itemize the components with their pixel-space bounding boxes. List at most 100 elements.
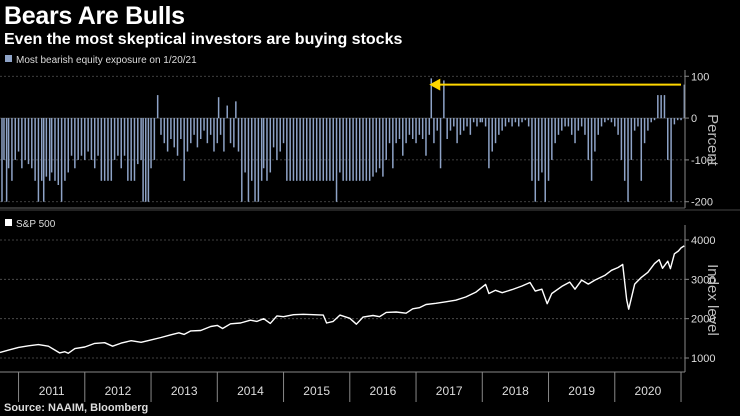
bar — [418, 118, 421, 135]
bar — [614, 118, 616, 127]
bar — [90, 118, 93, 160]
yellow-arrow-annotation — [429, 78, 682, 91]
bottom-y-axis-title: Index level — [704, 264, 721, 336]
bar — [683, 84, 686, 119]
x-tick-label: 2020 — [635, 384, 662, 398]
legend-swatch-sp500 — [5, 219, 12, 226]
bar — [667, 118, 669, 160]
bar — [176, 118, 179, 156]
bar — [142, 118, 144, 202]
bar — [247, 118, 250, 202]
bar — [430, 78, 433, 119]
bar — [395, 118, 397, 144]
bar — [660, 95, 662, 119]
bar — [527, 118, 530, 127]
bar — [402, 118, 404, 156]
bar — [657, 95, 659, 119]
source-note: Source: NAAIM, Bloomberg — [4, 402, 149, 414]
bar — [508, 118, 510, 123]
bar — [456, 118, 458, 144]
bar — [183, 118, 185, 181]
top-y-axis-title: Percent — [704, 114, 721, 167]
bar — [237, 118, 240, 152]
bar — [415, 118, 417, 144]
bar — [676, 118, 679, 121]
bar — [607, 118, 609, 121]
bar — [567, 118, 570, 127]
x-tick-label: 2016 — [370, 384, 397, 398]
bar — [196, 118, 199, 148]
bar — [537, 118, 540, 181]
bar — [388, 118, 391, 144]
bar — [199, 118, 202, 139]
bar — [481, 118, 484, 123]
bar — [107, 118, 109, 181]
bar — [64, 118, 66, 181]
bar — [600, 118, 603, 127]
bar — [147, 118, 150, 202]
bar — [521, 118, 523, 123]
bar — [219, 118, 222, 135]
bar — [479, 118, 482, 123]
bar — [140, 118, 142, 160]
bar — [289, 118, 291, 181]
bar — [476, 118, 478, 127]
bar — [623, 118, 626, 181]
bar — [153, 118, 156, 160]
bar — [42, 118, 45, 202]
bar — [250, 118, 253, 181]
bar — [133, 118, 136, 181]
bar — [561, 118, 563, 131]
bar — [405, 118, 407, 144]
bar — [272, 118, 275, 148]
bar — [531, 118, 533, 181]
bar — [7, 118, 10, 169]
bar — [335, 118, 338, 202]
bar — [127, 118, 129, 181]
bar — [372, 118, 374, 177]
bottom-gridlines — [0, 239, 685, 359]
bar — [319, 118, 321, 181]
bar — [254, 118, 256, 202]
bar — [173, 118, 175, 148]
bar — [160, 118, 162, 135]
bar — [617, 118, 619, 135]
bar — [217, 97, 220, 119]
bar — [137, 118, 139, 165]
bar — [45, 118, 48, 177]
sp500-panel: S&P 500 4000 3000 2000 1000 Index level — [0, 219, 721, 372]
x-tick-label: 2018 — [502, 384, 529, 398]
x-tick-label: 2019 — [568, 384, 595, 398]
bar — [166, 118, 169, 152]
bar — [670, 118, 672, 202]
bar — [24, 118, 26, 160]
bar — [449, 118, 452, 131]
bar — [50, 118, 53, 173]
bar — [653, 118, 656, 121]
bar — [590, 118, 593, 181]
bar — [97, 118, 99, 156]
bar — [292, 118, 295, 181]
bar — [604, 118, 606, 123]
bar — [610, 118, 613, 123]
legend-swatch-bearish — [5, 55, 12, 62]
bar — [425, 118, 427, 156]
bar — [382, 118, 384, 177]
bar — [244, 118, 246, 173]
bar — [186, 118, 189, 152]
bar — [547, 118, 550, 181]
top-y-tick-label: -100 — [691, 155, 713, 167]
bar — [276, 118, 278, 160]
bottom-y-axis: 4000 3000 2000 1000 — [684, 225, 715, 372]
bar — [144, 118, 147, 202]
bar — [459, 118, 462, 135]
bar — [260, 118, 263, 181]
bar — [673, 118, 676, 125]
bar — [411, 118, 414, 139]
bar — [439, 118, 442, 169]
bar — [514, 118, 517, 123]
bar — [345, 118, 348, 181]
bar — [14, 118, 16, 160]
bar — [332, 118, 334, 181]
